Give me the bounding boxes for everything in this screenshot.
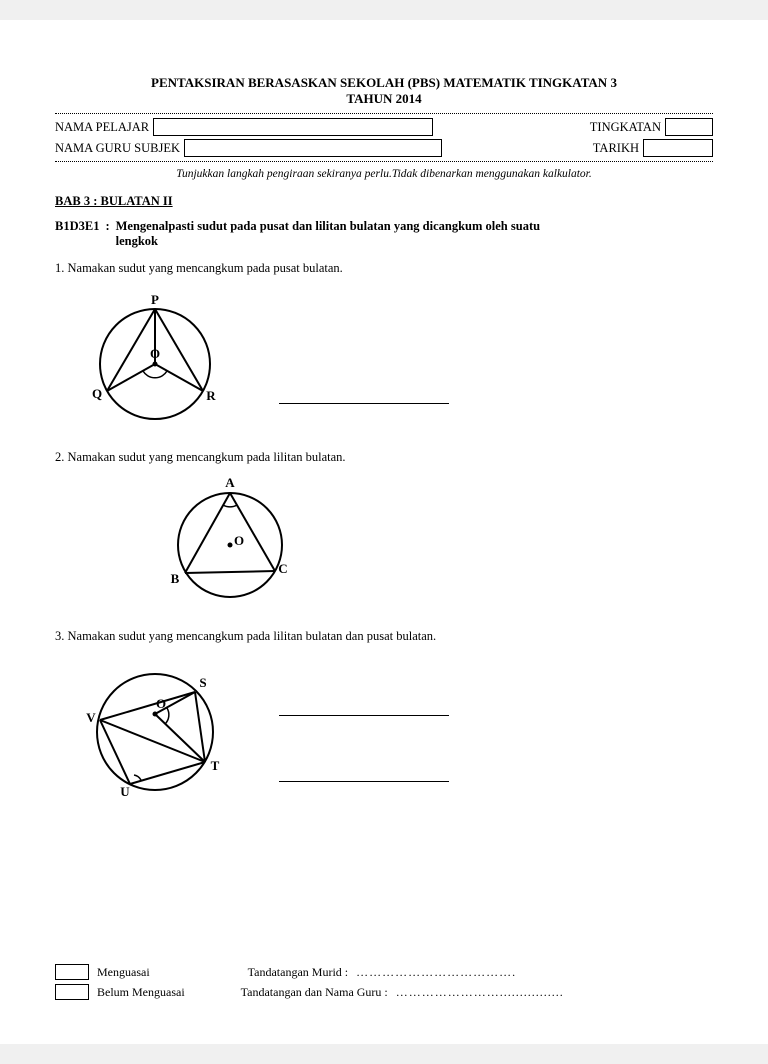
q3-answers: [279, 698, 449, 812]
standard-text: Mengenalpasti sudut pada pusat dan lilit…: [116, 219, 540, 249]
q3-answer-1[interactable]: [279, 698, 449, 716]
fail-label: Belum Menguasai: [97, 985, 185, 1000]
divider-bottom: [55, 161, 713, 162]
chapter-heading: BAB 3 : BULATAN II: [55, 194, 713, 209]
grade-input[interactable]: [665, 118, 713, 136]
q2-row: A B C O: [145, 473, 713, 613]
svg-text:Q: Q: [92, 386, 102, 401]
instruction: Tunjukkan langkah pengiraan sekiranya pe…: [55, 168, 713, 180]
q2-diagram: A B C O: [145, 473, 315, 613]
question-3: 3. Namakan sudut yang mencangkum pada li…: [55, 629, 713, 644]
svg-text:O: O: [156, 696, 166, 711]
fail-checkbox[interactable]: [55, 984, 89, 1000]
q1-row: P Q R O: [55, 284, 713, 434]
svg-text:V: V: [86, 710, 96, 725]
teacher-input[interactable]: [184, 139, 442, 157]
teacher-row: NAMA GURU SUBJEK TARIKH: [55, 139, 713, 157]
standard-sep: :: [105, 219, 109, 249]
title: PENTAKSIRAN BERASASKAN SEKOLAH (PBS) MAT…: [55, 75, 713, 107]
sig-teacher-label: Tandatangan dan Nama Guru :: [241, 985, 388, 1000]
date-label: TARIKH: [593, 141, 639, 156]
title-line1: PENTAKSIRAN BERASASKAN SEKOLAH (PBS) MAT…: [55, 75, 713, 91]
svg-text:O: O: [150, 346, 160, 361]
pass-label: Menguasai: [97, 965, 150, 980]
question-1: 1. Namakan sudut yang mencangkum pada pu…: [55, 261, 713, 276]
svg-text:C: C: [278, 561, 287, 576]
student-row: NAMA PELAJAR TINGKATAN: [55, 118, 713, 136]
title-line2: TAHUN 2014: [55, 91, 713, 107]
grade-label: TINGKATAN: [590, 120, 661, 135]
sig-student-label: Tandatangan Murid :: [248, 965, 348, 980]
svg-text:R: R: [206, 388, 216, 403]
sig-teacher-line[interactable]: ……………………................: [396, 985, 564, 1000]
q1-diagram: P Q R O: [55, 284, 255, 434]
standard-line: B1D3E1 : Mengenalpasti sudut pada pusat …: [55, 219, 713, 249]
q1-answer[interactable]: [279, 386, 449, 404]
student-label: NAMA PELAJAR: [55, 120, 149, 135]
q3-diagram: V S T U O: [55, 652, 255, 812]
pass-checkbox[interactable]: [55, 964, 89, 980]
footer: Menguasai Tandatangan Murid : ……………………………: [55, 960, 713, 1004]
student-input[interactable]: [153, 118, 433, 136]
svg-text:A: A: [225, 475, 235, 490]
divider-top: [55, 113, 713, 114]
svg-text:S: S: [199, 675, 206, 690]
footer-pass-row: Menguasai Tandatangan Murid : ……………………………: [55, 964, 713, 980]
worksheet-page: PENTAKSIRAN BERASASKAN SEKOLAH (PBS) MAT…: [0, 20, 768, 1044]
date-input[interactable]: [643, 139, 713, 157]
footer-fail-row: Belum Menguasai Tandatangan dan Nama Gur…: [55, 984, 713, 1000]
teacher-label: NAMA GURU SUBJEK: [55, 141, 180, 156]
q3-answer-2[interactable]: [279, 764, 449, 782]
svg-text:O: O: [234, 533, 244, 548]
q3-row: V S T U O: [55, 652, 713, 812]
svg-text:T: T: [211, 758, 220, 773]
svg-text:U: U: [120, 784, 130, 799]
svg-text:B: B: [171, 571, 180, 586]
standard-code: B1D3E1: [55, 219, 99, 249]
sig-student-line[interactable]: ……………………………….: [356, 965, 516, 980]
question-2: 2. Namakan sudut yang mencangkum pada li…: [55, 450, 713, 465]
svg-text:P: P: [151, 292, 159, 307]
